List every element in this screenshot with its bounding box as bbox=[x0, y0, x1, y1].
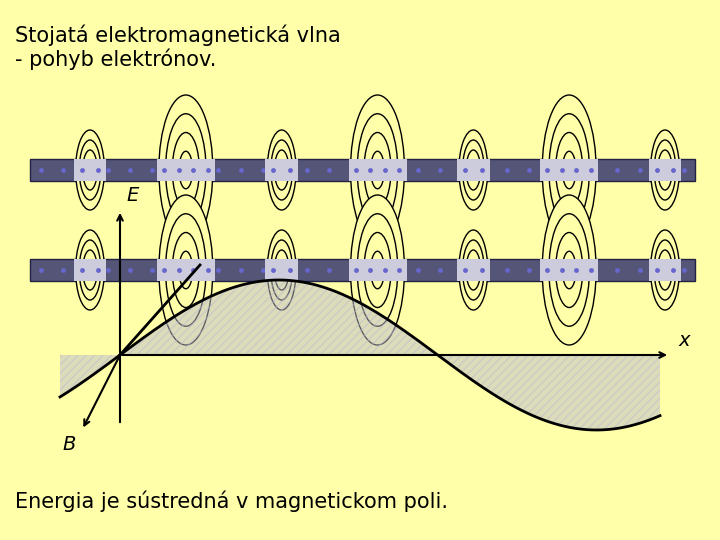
Ellipse shape bbox=[267, 230, 296, 310]
Ellipse shape bbox=[172, 132, 199, 207]
Bar bbox=[348, 259, 407, 281]
Bar bbox=[30, 259, 695, 281]
Ellipse shape bbox=[166, 214, 206, 326]
Ellipse shape bbox=[159, 95, 213, 245]
Bar bbox=[540, 159, 598, 181]
Ellipse shape bbox=[556, 233, 582, 307]
Ellipse shape bbox=[651, 230, 680, 310]
Bar bbox=[457, 259, 490, 281]
Ellipse shape bbox=[278, 160, 285, 180]
Ellipse shape bbox=[179, 251, 192, 289]
Ellipse shape bbox=[267, 130, 296, 210]
Ellipse shape bbox=[79, 140, 101, 200]
Text: E: E bbox=[126, 186, 138, 205]
Ellipse shape bbox=[86, 160, 94, 180]
Ellipse shape bbox=[371, 151, 384, 189]
Ellipse shape bbox=[371, 251, 384, 289]
Ellipse shape bbox=[542, 95, 596, 245]
Ellipse shape bbox=[274, 150, 289, 190]
Ellipse shape bbox=[562, 151, 576, 189]
Ellipse shape bbox=[351, 95, 405, 245]
Ellipse shape bbox=[459, 230, 487, 310]
Ellipse shape bbox=[462, 240, 484, 300]
Ellipse shape bbox=[83, 250, 97, 290]
Ellipse shape bbox=[76, 230, 104, 310]
Ellipse shape bbox=[179, 151, 192, 189]
Ellipse shape bbox=[654, 140, 676, 200]
Ellipse shape bbox=[658, 250, 672, 290]
Ellipse shape bbox=[79, 240, 101, 300]
Ellipse shape bbox=[556, 132, 582, 207]
Bar bbox=[157, 259, 215, 281]
Ellipse shape bbox=[159, 195, 213, 345]
Ellipse shape bbox=[274, 250, 289, 290]
Ellipse shape bbox=[357, 114, 397, 226]
Bar bbox=[73, 259, 107, 281]
Ellipse shape bbox=[166, 114, 206, 226]
Bar bbox=[649, 159, 681, 181]
Ellipse shape bbox=[364, 132, 391, 207]
Ellipse shape bbox=[658, 150, 672, 190]
Ellipse shape bbox=[562, 251, 576, 289]
Ellipse shape bbox=[542, 195, 596, 345]
Text: Stojatá elektromagnetická vlna: Stojatá elektromagnetická vlna bbox=[15, 25, 341, 46]
Bar bbox=[265, 159, 298, 181]
Ellipse shape bbox=[651, 130, 680, 210]
Bar bbox=[265, 259, 298, 281]
Ellipse shape bbox=[549, 214, 590, 326]
Ellipse shape bbox=[469, 160, 477, 180]
Ellipse shape bbox=[271, 240, 292, 300]
Ellipse shape bbox=[86, 260, 94, 280]
Bar bbox=[73, 159, 107, 181]
Ellipse shape bbox=[459, 130, 487, 210]
Ellipse shape bbox=[351, 195, 405, 345]
Ellipse shape bbox=[462, 140, 484, 200]
Ellipse shape bbox=[654, 240, 676, 300]
Bar bbox=[540, 259, 598, 281]
Ellipse shape bbox=[278, 260, 285, 280]
Bar bbox=[348, 159, 407, 181]
Ellipse shape bbox=[76, 130, 104, 210]
Bar bbox=[157, 159, 215, 181]
Ellipse shape bbox=[357, 214, 397, 326]
Text: x: x bbox=[678, 331, 690, 350]
Ellipse shape bbox=[662, 160, 669, 180]
Bar bbox=[649, 259, 681, 281]
Bar bbox=[30, 159, 695, 181]
Ellipse shape bbox=[466, 150, 480, 190]
Text: B: B bbox=[63, 435, 76, 454]
Ellipse shape bbox=[271, 140, 292, 200]
Ellipse shape bbox=[466, 250, 480, 290]
Ellipse shape bbox=[662, 260, 669, 280]
Ellipse shape bbox=[83, 150, 97, 190]
Text: Energia je sústredná v magnetickom poli.: Energia je sústredná v magnetickom poli. bbox=[15, 490, 448, 512]
Ellipse shape bbox=[549, 114, 590, 226]
Ellipse shape bbox=[172, 233, 199, 307]
Bar bbox=[457, 159, 490, 181]
Ellipse shape bbox=[469, 260, 477, 280]
Text: - pohyb elektrónov.: - pohyb elektrónov. bbox=[15, 48, 217, 70]
Ellipse shape bbox=[364, 233, 391, 307]
